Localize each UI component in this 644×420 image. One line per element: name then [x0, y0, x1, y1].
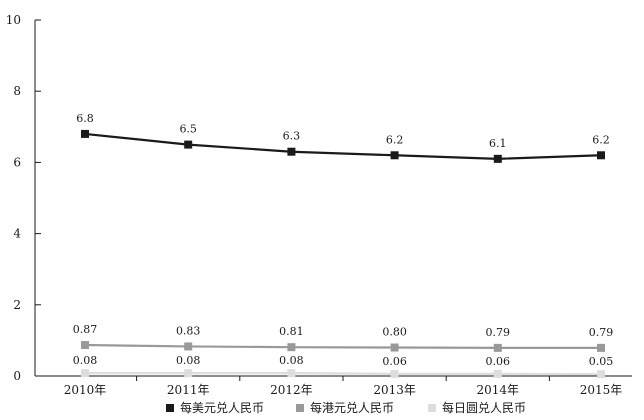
x-tick-label: 2014年 [477, 383, 520, 397]
data-labels: 6.8 6.5 6.3 6.2 6.1 6.2 0.87 0.83 0.81 0.80 0.79 0.… [73, 112, 614, 368]
series-1-point [390, 151, 399, 160]
series-line-3 [85, 372, 602, 376]
x-tick-label: 2011年 [167, 383, 210, 397]
series-2-point [597, 343, 605, 352]
series-1-point [184, 140, 193, 149]
data-label: 0.80 [382, 326, 407, 339]
data-label: 0.08 [279, 354, 304, 367]
series-3-point [184, 369, 193, 378]
data-label: 0.05 [589, 355, 614, 368]
data-label: 0.08 [73, 354, 98, 367]
data-label: 0.08 [176, 354, 201, 367]
data-label: 0.87 [73, 323, 98, 336]
legend-label: 每港元兑人民币 [310, 400, 394, 415]
data-label: 0.06 [486, 355, 511, 368]
data-label: 6.2 [592, 133, 610, 146]
series-3-point [287, 369, 296, 378]
data-label: 6.5 [179, 123, 197, 136]
series-2-point [184, 342, 193, 351]
y-tick-label: 8 [13, 84, 21, 98]
legend-swatch-3 [428, 404, 436, 412]
series-line-1 [84, 132, 602, 160]
data-label: 0.83 [176, 324, 201, 337]
data-label: 0.79 [486, 326, 511, 339]
data-label: 6.8 [76, 112, 94, 125]
series-1-point [597, 151, 605, 160]
legend-label: 每美元兑人民币 [180, 400, 264, 415]
series-2-point [287, 343, 296, 352]
legend-label: 每日圆兑人民币 [442, 400, 526, 415]
series-1-point [81, 129, 89, 138]
y-tick-label: 2 [13, 298, 21, 312]
series-layer [81, 129, 605, 379]
series-1-point [493, 154, 502, 163]
series-3-point [493, 369, 502, 378]
data-label: 6.2 [386, 133, 404, 146]
y-tick-label: 4 [13, 227, 21, 241]
y-tick-label: 10 [6, 13, 21, 27]
legend-swatch-2 [296, 404, 304, 412]
y-tick-label: 6 [13, 155, 21, 169]
data-label: 0.79 [589, 326, 614, 339]
series-line-2 [84, 343, 601, 349]
series-3-point [390, 369, 399, 378]
legend-swatch-1 [166, 404, 174, 412]
data-label: 6.3 [283, 130, 301, 143]
data-label: 6.1 [489, 137, 507, 150]
x-tick-label: 2012年 [270, 383, 313, 397]
series-2-point [390, 343, 399, 352]
x-tick-label: 2015年 [580, 383, 623, 397]
series-2-point [81, 341, 89, 350]
data-label: 0.81 [279, 325, 304, 338]
x-tick-label: 2010年 [64, 383, 107, 397]
series-1-point [287, 147, 296, 156]
series-3-point [81, 369, 89, 378]
y-tick-label: 0 [13, 369, 21, 383]
axes: 0 2 4 6 8 10 2010年 2011年 2012年 2013年 2014年 2015年 [6, 13, 632, 397]
data-label: 0.06 [382, 355, 407, 368]
series-3-point [597, 370, 605, 379]
legend: 每美元兑人民币 每港元兑人民币 每日圆兑人民币 [166, 400, 526, 415]
series-2-point [493, 343, 502, 352]
x-tick-label: 2013年 [373, 383, 416, 397]
